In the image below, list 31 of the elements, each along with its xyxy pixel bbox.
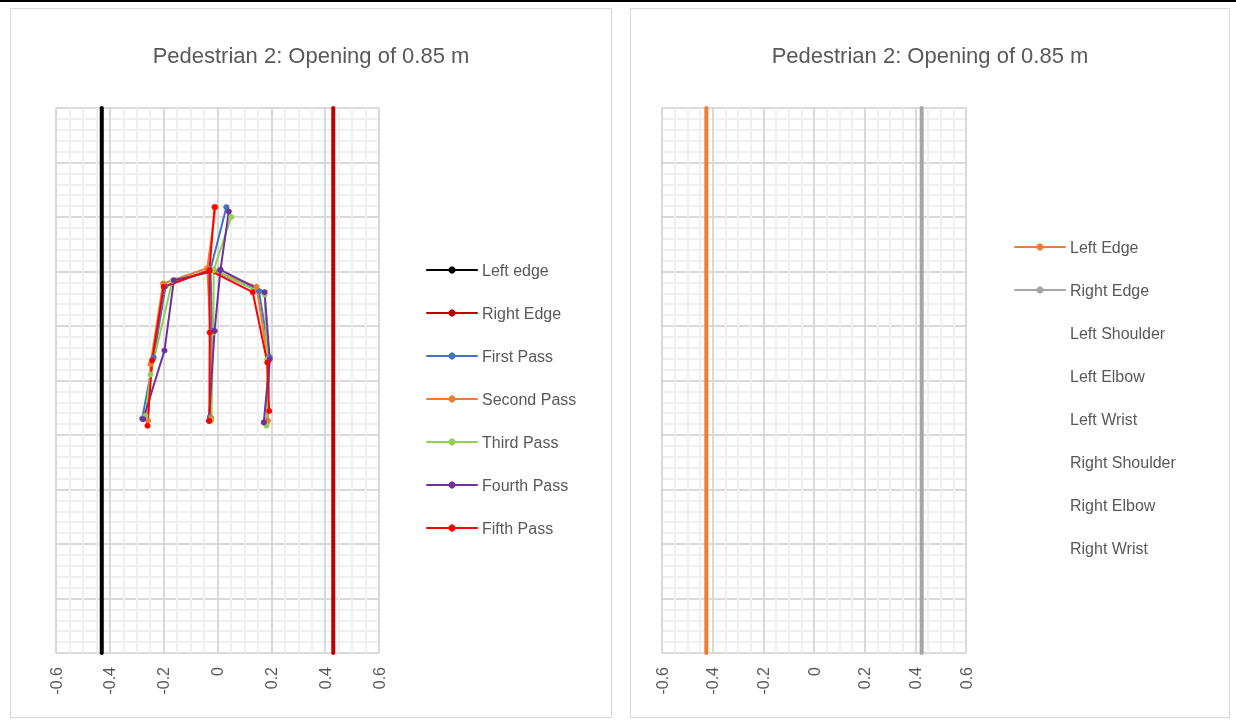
x-tick-label: 0.6 <box>957 666 975 690</box>
legend-label: First Pass <box>482 347 554 365</box>
text: Right Shoulder <box>1070 453 1177 471</box>
x-tick-label: -0.6 <box>47 666 65 695</box>
legend-label: Fifth Pass <box>482 519 554 537</box>
x-tick-label: 0.6 <box>370 666 388 690</box>
x-tick-label: 0.2 <box>856 666 874 690</box>
x-tick-label: -0.2 <box>155 666 173 695</box>
x-tick-label: -0.4 <box>101 666 119 695</box>
x-tick-label: -0.2 <box>754 666 772 695</box>
chart-title: Pedestrian 2: Opening of 0.85 m <box>152 42 470 68</box>
x-tick-label: 0 <box>805 666 823 676</box>
legend-label: Third Pass <box>482 433 559 451</box>
text: Right Wrist <box>1070 539 1149 557</box>
x-tick-label: -0.6 <box>653 666 671 695</box>
text: Left Wrist <box>1070 410 1138 428</box>
x-tick-label: 0 <box>209 666 226 676</box>
legend-label: Second Pass <box>482 390 577 408</box>
text: Left Shoulder <box>1070 324 1166 342</box>
x-tick-label: 0.4 <box>906 666 924 690</box>
x-tick-label: -0.4 <box>704 666 722 695</box>
text: Left Elbow <box>1070 367 1146 385</box>
legend-label: Right Edge <box>1070 281 1150 299</box>
legend-label: Left Edge <box>1070 238 1139 256</box>
text: Right Elbow <box>1070 496 1156 514</box>
legend-label: Left edge <box>482 261 549 279</box>
x-tick-label: 0.2 <box>262 666 280 690</box>
legend-label: Fourth Pass <box>482 476 569 494</box>
x-tick-label: 0.4 <box>316 666 334 690</box>
legend-label: Right Edge <box>482 304 562 322</box>
chart-title: Pedestrian 2: Opening of 0.85 m <box>771 42 1089 68</box>
